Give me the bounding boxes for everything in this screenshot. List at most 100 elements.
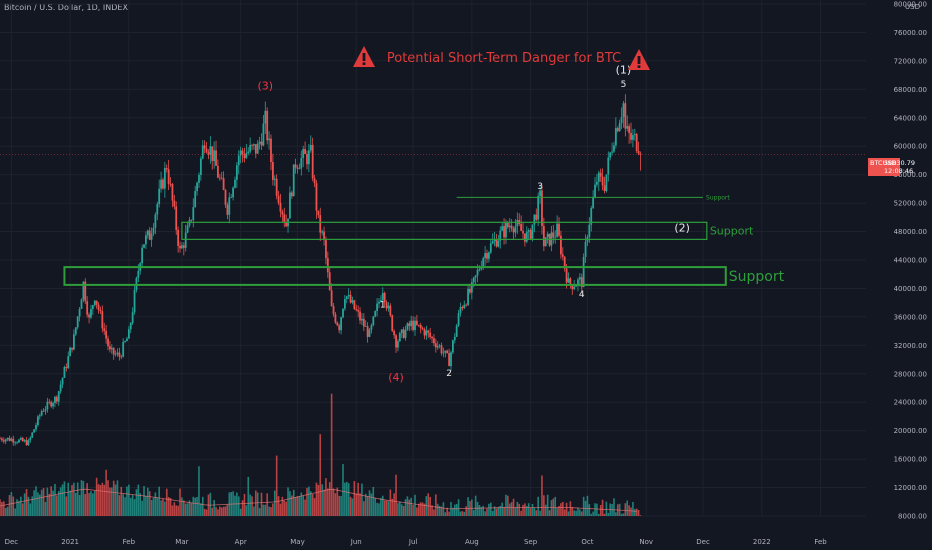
- candle-body: [186, 225, 189, 233]
- candle-body: [199, 158, 202, 175]
- volume-bar: [630, 507, 632, 516]
- candle-body: [309, 144, 312, 151]
- volume-bar: [192, 496, 195, 516]
- volume-bar: [21, 503, 24, 516]
- candle-body: [296, 167, 299, 169]
- volume-bar: [272, 503, 274, 516]
- volume-bar: [448, 511, 450, 516]
- candle-body: [131, 312, 134, 324]
- candle-body: [0, 438, 3, 441]
- candle-body: [580, 277, 583, 288]
- volume-bar: [378, 503, 380, 516]
- volume-bar: [359, 493, 361, 516]
- volume-bar: [514, 507, 517, 516]
- volume-bar: [211, 507, 214, 516]
- volume-bar: [435, 494, 437, 516]
- candle-body: [438, 345, 441, 347]
- volume-bar: [76, 482, 79, 516]
- candle-body: [241, 150, 244, 155]
- volume-bar: [347, 483, 350, 516]
- candle-body: [597, 172, 600, 182]
- candle-body: [8, 437, 11, 441]
- volume-bar: [330, 393, 333, 516]
- volume-bar: [486, 508, 488, 516]
- volume-bar: [393, 493, 395, 516]
- price-tick-label: 28000.00: [894, 370, 927, 378]
- volume-bar: [57, 491, 60, 516]
- candle-body: [457, 313, 460, 326]
- candle-body: [302, 148, 305, 158]
- candle-body: [25, 440, 28, 446]
- volume-bar: [605, 501, 608, 516]
- price-tick-label: 40000.00: [894, 285, 927, 293]
- volume-bar: [603, 513, 606, 516]
- volume-bar: [122, 494, 124, 516]
- candle-body: [605, 174, 608, 192]
- candle-body: [421, 328, 424, 330]
- candle-body: [340, 317, 342, 331]
- volume-bar: [529, 508, 532, 516]
- volume-bar: [537, 496, 539, 516]
- candle-body: [381, 292, 384, 301]
- volume-bar: [173, 502, 176, 516]
- volume-bar: [16, 499, 18, 516]
- time-tick-label: Jul: [408, 538, 418, 546]
- wave-label-wave-1-major: (1): [616, 64, 632, 77]
- volume-bar: [383, 500, 386, 516]
- volume-bar: [489, 502, 492, 516]
- candle-body: [618, 123, 621, 132]
- volume-bar: [247, 476, 250, 516]
- candle-body: [224, 190, 227, 205]
- volume-bar: [526, 506, 528, 516]
- candle-body: [575, 285, 577, 287]
- volume-bar: [160, 500, 162, 516]
- candle-body: [503, 226, 505, 238]
- volume-bar: [488, 503, 490, 516]
- time-tick-label: Sep: [524, 538, 538, 546]
- volume-bar: [99, 485, 102, 516]
- candle-body: [275, 178, 278, 196]
- volume-bar: [78, 494, 81, 516]
- price-tick-label: 52000.00: [894, 200, 927, 208]
- volume-bar: [63, 481, 66, 516]
- volume-bar: [103, 484, 106, 516]
- volume-bar: [340, 495, 342, 516]
- candle-body: [65, 367, 68, 369]
- volume-bar: [126, 486, 128, 516]
- chart-title-text: Potential Short-Term Danger for BTC: [387, 51, 621, 66]
- volume-bar: [414, 494, 416, 516]
- volume-bar: [474, 495, 477, 516]
- volume-bar: [56, 495, 58, 516]
- volume-bar: [376, 502, 378, 516]
- volume-bar: [499, 505, 502, 516]
- candle-body: [578, 277, 581, 280]
- candle-body: [616, 128, 619, 132]
- candle-body: [639, 153, 642, 155]
- volume-bar: [366, 496, 369, 516]
- volume-bar: [361, 483, 363, 516]
- candle-body: [69, 347, 72, 357]
- candle-body: [23, 440, 26, 442]
- volume-bar: [453, 504, 456, 516]
- candle-body: [323, 231, 325, 239]
- volume-bar: [385, 500, 388, 516]
- candle-body: [379, 300, 382, 302]
- candle-body: [391, 315, 394, 331]
- candle-body: [192, 207, 195, 221]
- candle-body: [544, 237, 547, 247]
- volume-bar: [309, 491, 312, 516]
- candle-body: [531, 224, 534, 239]
- volume-bar: [588, 504, 591, 516]
- candle-body: [74, 327, 77, 335]
- candle-body: [563, 256, 566, 269]
- volume-bar: [52, 490, 54, 516]
- support-label: Support: [729, 269, 785, 285]
- volume-bar: [533, 507, 536, 516]
- volume-bar: [389, 489, 392, 516]
- volume-bar: [399, 501, 401, 516]
- candle-body: [273, 178, 276, 180]
- candle-body: [129, 323, 132, 330]
- candle-body: [330, 290, 333, 306]
- volume-bar: [302, 495, 304, 516]
